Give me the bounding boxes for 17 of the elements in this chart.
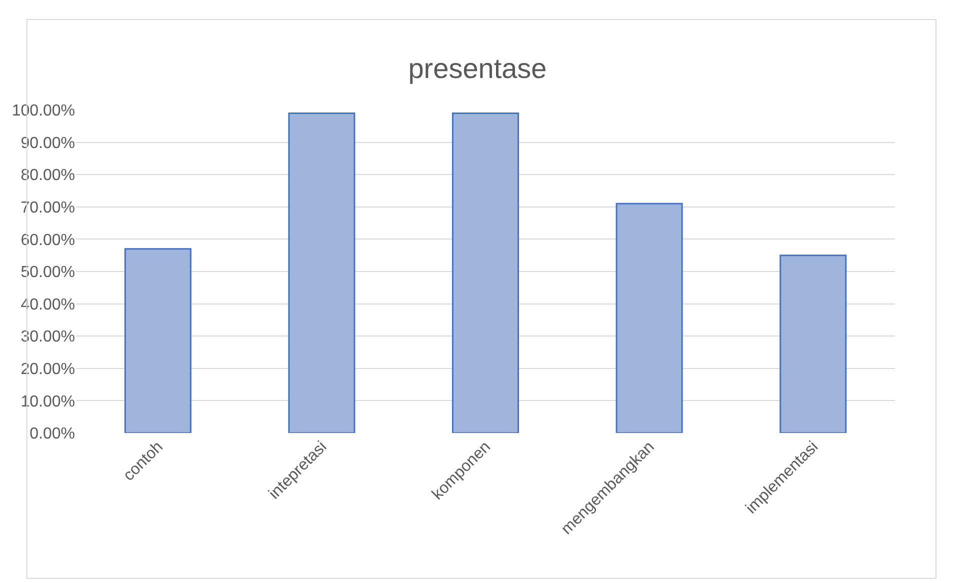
y-tick-label: 70.00%	[20, 200, 75, 216]
y-tick-label: 50.00%	[20, 264, 75, 282]
bar	[780, 254, 847, 433]
y-tick-label: 10.00%	[20, 393, 75, 410]
y-tick-label: 40.00%	[20, 296, 75, 314]
y-tick-label: 90.00%	[20, 134, 75, 152]
y-tick-label: 100.00%	[12, 102, 75, 120]
y-tick-label: 20.00%	[20, 361, 75, 378]
y-tick-label: 60.00%	[20, 232, 75, 249]
y-tick-label: 0.00%	[30, 426, 75, 443]
bar	[288, 112, 356, 433]
chart-title: presentase	[408, 52, 547, 84]
y-tick-label: 30.00%	[20, 328, 75, 346]
bar	[124, 248, 192, 433]
y-tick-label: 80.00%	[20, 167, 75, 184]
bar	[452, 112, 520, 433]
bar	[616, 202, 683, 433]
